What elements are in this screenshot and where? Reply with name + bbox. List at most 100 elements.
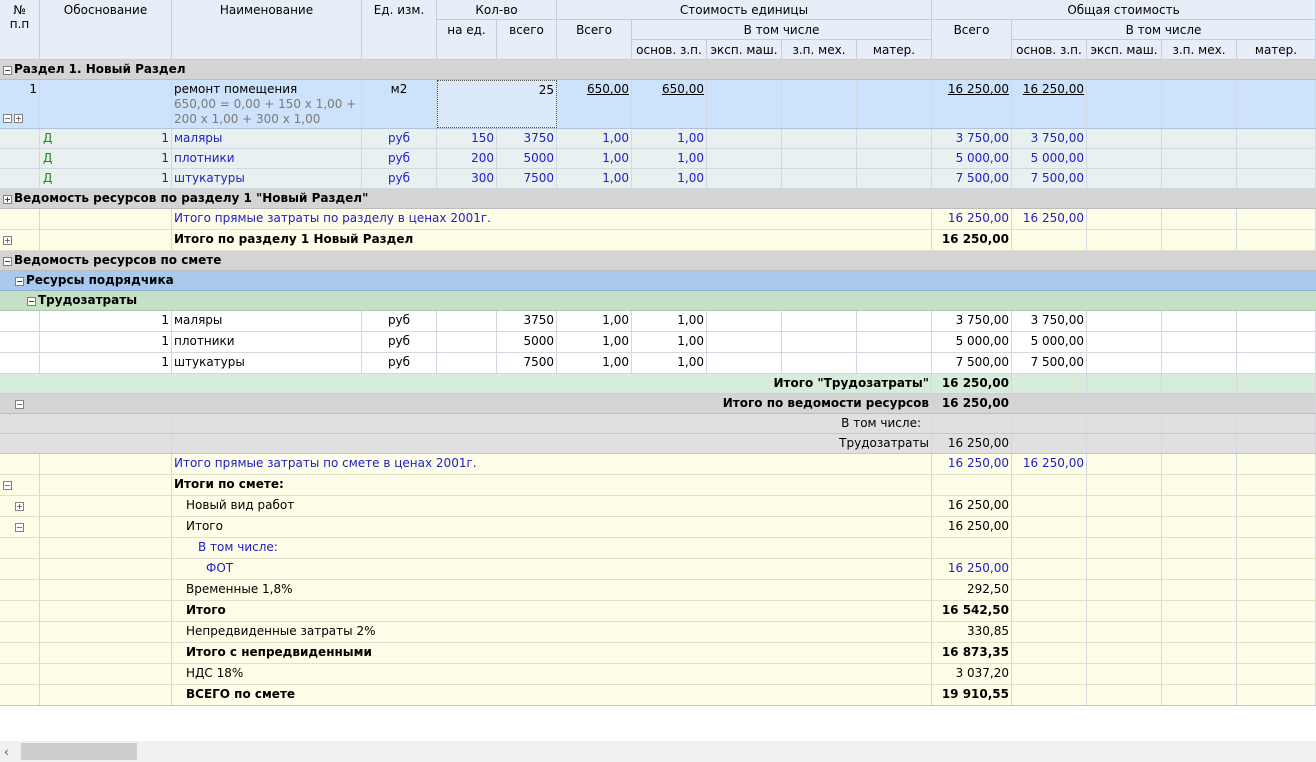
labor-name: штукатуры [172,353,362,373]
table-row-labor-total[interactable]: Итого "Трудозатраты" 16 250,00 [0,374,1316,394]
summary-value: 16 873,35 [932,643,1012,663]
labor-unit: руб [362,332,437,352]
scrollbar-thumb[interactable] [21,743,137,760]
col-basis[interactable]: Обоснование [40,0,172,60]
resource-count: 1 [161,131,169,145]
table-row-labor[interactable]: 1 плотники руб 5000 1,00 1,00 5 000,00 5… [0,332,1316,353]
item-tc-total: 16 250,00 [932,80,1012,128]
col-uc-em[interactable]: эксп. маш. [707,40,782,60]
col-uc-total[interactable]: Всего [557,20,632,60]
summary-row[interactable]: Итого 16 542,50 [0,601,1316,622]
summary-value: 330,85 [932,622,1012,642]
col-tc-mat[interactable]: матер. [1237,40,1316,60]
labor-name: плотники [172,332,362,352]
section-row[interactable]: + Ведомость ресурсов по разделу 1 "Новый… [0,189,1316,209]
expand-icon[interactable]: + [15,502,24,511]
item-unit[interactable]: м2 [362,80,437,128]
section-title: Ведомость ресурсов по разделу 1 "Новый Р… [14,191,369,205]
labor-total: 7500 [497,353,557,373]
col-tc-incl: В том числе [1012,20,1316,40]
item-name: ремонт помещения [174,82,298,96]
section-row[interactable]: − Ведомость ресурсов по смете [0,251,1316,271]
col-uc-zp[interactable]: основ. з.п. [632,40,707,60]
collapse-icon[interactable]: − [3,114,12,123]
table-row-incl-labor[interactable]: Трудозатраты 16 250,00 [0,434,1316,454]
table-row-direct[interactable]: Итого прямые затраты по разделу в ценах … [0,209,1316,230]
table-row-labor[interactable]: 1 маляры руб 3750 1,00 1,00 3 750,00 3 7… [0,311,1316,332]
labor-tc: 5 000,00 [932,332,1012,352]
summary-label: НДС 18% [172,664,932,684]
group-row-contractor[interactable]: − Ресурсы подрядчика [0,271,1316,291]
horizontal-scrollbar[interactable]: ‹ [0,741,1316,762]
labor-uczp: 1,00 [632,332,707,352]
labor-total-label: Итого "Трудозатраты" [0,374,932,393]
resource-uc: 1,00 [557,129,632,148]
col-total-cost: Общая стоимость [932,0,1316,20]
col-tc-zpm[interactable]: з.п. мех. [1162,40,1237,60]
summary-row[interactable]: ВСЕГО по смете 19 910,55 [0,685,1316,706]
resource-per[interactable]: 200 [437,149,497,168]
col-name[interactable]: Наименование [172,0,362,60]
total-value: 16 250,00 [932,230,1012,250]
resource-uc: 1,00 [557,149,632,168]
summary-row[interactable]: − Итого 16 250,00 [0,517,1316,538]
table-row-labor[interactable]: 1 штукатуры руб 7500 1,00 1,00 7 500,00 … [0,353,1316,374]
col-uc-zpm[interactable]: з.п. мех. [782,40,857,60]
col-qty: Кол-во [437,0,557,20]
table-row-item[interactable]: 1 − + ремонт помещения 650,00 = 0,00 + 1… [0,80,1316,129]
summary-title: Итоги по смете: [172,475,932,495]
col-num[interactable]: № п.п [0,0,40,60]
summary-row[interactable]: + Новый вид работ 16 250,00 [0,496,1316,517]
collapse-icon[interactable]: − [15,523,24,532]
expand-icon[interactable]: + [3,195,12,204]
col-qty-per[interactable]: на ед. [437,20,497,60]
resource-per[interactable]: 300 [437,169,497,188]
collapse-icon[interactable]: − [27,297,36,306]
expand-icon[interactable]: + [3,236,12,245]
empty-cell [707,80,782,128]
collapse-icon[interactable]: − [3,66,12,75]
summary-row[interactable]: Временные 1,8% 292,50 [0,580,1316,601]
collapse-icon[interactable]: − [15,277,24,286]
table-row-resource[interactable]: Д 1 штукатуры руб 300 7500 1,00 1,00 7 5… [0,169,1316,189]
labor-count: 1 [40,353,172,373]
table-row-ved-total[interactable]: − Итого по ведомости ресурсов 16 250,00 [0,394,1316,414]
group-row-labor[interactable]: − Трудозатраты [0,291,1316,311]
summary-row[interactable]: Непредвиденные затраты 2% 330,85 [0,622,1316,643]
resource-per[interactable]: 150 [437,129,497,148]
collapse-icon[interactable]: − [15,400,24,409]
col-uc-mat[interactable]: матер. [857,40,932,60]
summary-row[interactable]: НДС 18% 3 037,20 [0,664,1316,685]
resource-name: штукатуры [172,169,362,188]
table-row-resource[interactable]: Д 1 плотники руб 200 5000 1,00 1,00 5 00… [0,149,1316,169]
col-tc-zp[interactable]: основ. з.п. [1012,40,1087,60]
item-qty-input[interactable]: 25 [437,80,557,128]
summary-label: ФОТ [172,559,932,579]
collapse-icon[interactable]: − [3,257,12,266]
item-basis[interactable] [40,80,172,128]
section-row[interactable]: − Раздел 1. Новый Раздел [0,60,1316,80]
summary-row[interactable]: Итого с непредвиденными 16 873,35 [0,643,1316,664]
summary-value: 16 250,00 [932,517,1012,537]
summary-row[interactable]: ФОТ 16 250,00 [0,559,1316,580]
item-name-cell[interactable]: ремонт помещения 650,00 = 0,00 + 150 x 1… [172,80,362,128]
table-row-direct[interactable]: Итого прямые затраты по смете в ценах 20… [0,454,1316,475]
table-row-summary-title[interactable]: − Итоги по смете: [0,475,1316,496]
resource-name: плотники [172,149,362,168]
collapse-icon[interactable]: − [3,481,12,490]
labor-tczp: 5 000,00 [1012,332,1087,352]
expand-icon[interactable]: + [14,114,23,123]
col-qty-total[interactable]: всего [497,20,557,60]
resource-unit: руб [362,149,437,168]
table-row-resource[interactable]: Д 1 маляры руб 150 3750 1,00 1,00 3 750,… [0,129,1316,149]
summary-row[interactable]: В том числе: [0,538,1316,559]
scroll-left-icon[interactable]: ‹ [4,745,9,759]
col-tc-em[interactable]: эксп. маш. [1087,40,1162,60]
labor-name: маляры [172,311,362,331]
table-row-total[interactable]: + Итого по разделу 1 Новый Раздел 16 250… [0,230,1316,251]
resource-tczp: 3 750,00 [1012,129,1087,148]
table-row-incl[interactable]: В том числе: [0,414,1316,434]
col-tc-total[interactable]: Всего [932,20,1012,60]
col-unit[interactable]: Ед. изм. [362,0,437,60]
summary-value: 3 037,20 [932,664,1012,684]
